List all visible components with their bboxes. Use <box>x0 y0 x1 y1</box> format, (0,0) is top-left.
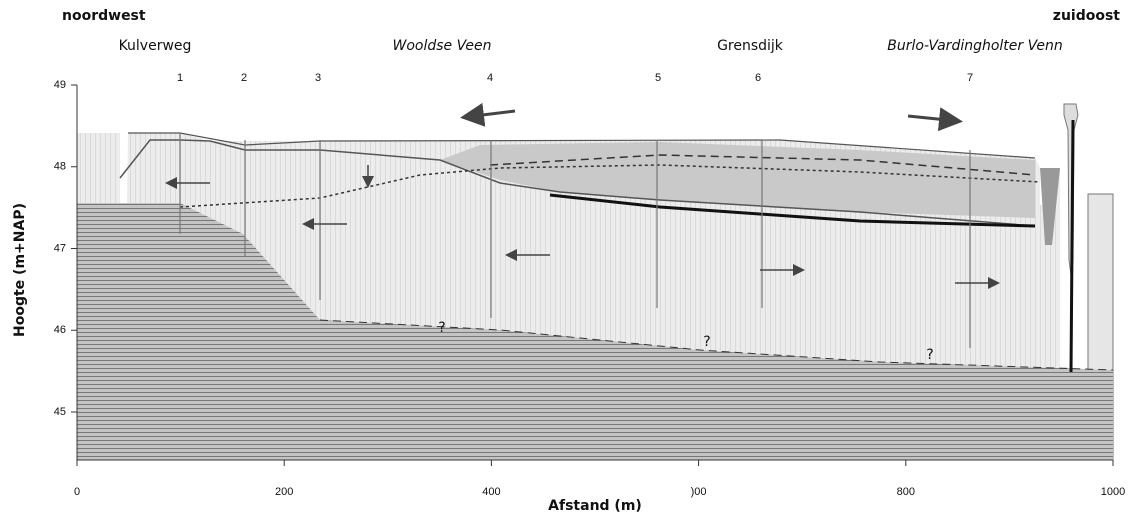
x-tick-label: 400 <box>482 486 500 498</box>
unknown: ? <box>703 334 710 350</box>
x-axis-title: Afstand (m) <box>548 498 642 514</box>
y-tick-label: 47 <box>54 242 66 254</box>
right-direction: zuidoost <box>1053 8 1121 24</box>
place: Grensdijk <box>717 38 784 54</box>
well-label: 7 <box>967 72 973 84</box>
well-label: 1 <box>177 72 183 84</box>
pipe <box>1071 120 1073 372</box>
layers <box>77 104 1113 460</box>
y-axis-title: Hoogte (m+NAP) <box>12 203 28 337</box>
x-tick-label: 200 <box>275 486 293 498</box>
cross-section: noordwest zuidoost Kulverweg Wooldse Vee… <box>0 0 1128 517</box>
x-tick-label: 1000 <box>1101 486 1125 498</box>
y-tick-label: 45 <box>54 406 66 418</box>
well-label: 3 <box>315 72 321 84</box>
well-label: 2 <box>241 72 247 84</box>
y-tick-label: 49 <box>54 79 66 91</box>
well-label: 4 <box>487 72 493 84</box>
place: Kulverweg <box>119 38 192 54</box>
well-label: 6 <box>755 72 761 84</box>
x-tick-label: )00 <box>691 486 707 498</box>
y-tick-label: 48 <box>54 161 66 173</box>
left-direction: noordwest <box>62 8 146 24</box>
arrow <box>908 116 957 121</box>
place: Wooldse Veen <box>393 38 492 54</box>
unknown: ? <box>438 320 445 336</box>
x-tick-label: 0 <box>74 486 80 498</box>
x-tick-label: 800 <box>897 486 915 498</box>
well-label: 5 <box>655 72 661 84</box>
place: Burlo-Vardingholter Venn <box>887 38 1062 54</box>
y-tick-label: 46 <box>54 324 66 336</box>
arrow <box>466 111 515 117</box>
unknown: ? <box>926 347 933 363</box>
